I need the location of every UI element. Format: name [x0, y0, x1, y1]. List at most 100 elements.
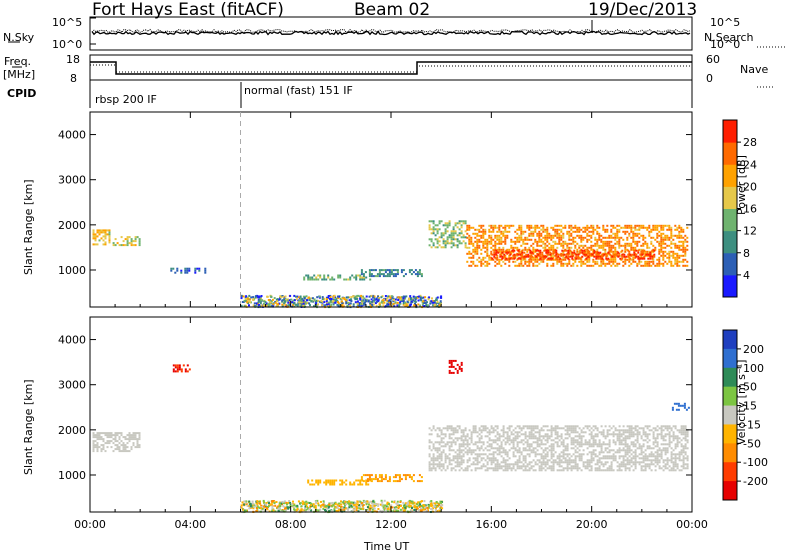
velocity-echo-cell — [592, 441, 595, 444]
velocity-echo-cell — [136, 440, 139, 443]
velocity-echo-cell — [610, 457, 613, 460]
velocity-echo-cell — [682, 459, 685, 462]
power-echo-cell — [588, 234, 591, 237]
velocity-echo-cell — [596, 461, 599, 464]
velocity-echo-cell — [654, 429, 657, 432]
velocity-echo-cell — [568, 435, 571, 438]
velocity-echo-cell — [544, 463, 547, 466]
power-echo-cell — [468, 242, 471, 245]
power-echo-cell — [634, 224, 637, 227]
velocity-echo-cell — [634, 425, 637, 428]
velocity-echo-cell — [618, 447, 621, 450]
power-echo-cell — [598, 244, 601, 247]
power-echo-cell — [98, 233, 101, 236]
power-echo-cell — [104, 237, 107, 240]
velocity-echo-cell — [608, 429, 611, 432]
power-echo-cell — [593, 255, 596, 258]
velocity-echo-cell — [554, 451, 557, 454]
velocity-echo-cell — [102, 432, 105, 435]
power-colorbar-segment — [723, 164, 737, 187]
velocity-speckle-cell — [439, 500, 442, 503]
velocity-echo-cell — [518, 465, 521, 468]
velocity-echo-cell — [624, 469, 627, 472]
velocity-echo-cell — [534, 441, 537, 444]
velocity-echo-cell — [124, 450, 127, 453]
velocity-speckle-cell — [277, 505, 280, 508]
power-echo-cell — [516, 246, 519, 249]
velocity-echo-cell — [636, 441, 639, 444]
velocity-echo-cell — [566, 429, 569, 432]
power-echo-cell — [680, 260, 683, 263]
velocity-echo-cell — [365, 483, 368, 486]
power-echo-cell — [612, 256, 615, 259]
power-echo-cell — [560, 234, 563, 237]
power-speckle-cell — [258, 298, 261, 301]
velocity-echo-cell — [480, 437, 483, 440]
power-echo-cell — [568, 226, 571, 229]
velocity-speckle-cell — [297, 500, 300, 503]
velocity-echo-cell — [480, 459, 483, 462]
power-echo-cell — [562, 254, 565, 257]
power-echo-cell — [662, 236, 665, 239]
power-echo-cell — [576, 264, 579, 267]
velocity-echo-cell — [450, 427, 453, 430]
velocity-echo-cell — [590, 445, 593, 448]
velocity-echo-cell — [606, 461, 609, 464]
velocity-echo-cell — [428, 465, 431, 468]
power-echo-cell — [500, 224, 503, 227]
velocity-echo-cell — [333, 479, 336, 482]
power-echo-cell — [196, 267, 199, 270]
power-echo-cell — [476, 258, 479, 261]
power-speckle-cell — [283, 300, 286, 303]
power-echo-cell — [450, 232, 453, 235]
power-echo-cell — [628, 224, 631, 227]
velocity-echo-cell — [460, 369, 463, 372]
velocity-echo-cell — [530, 465, 533, 468]
power-echo-cell — [490, 236, 493, 239]
power-echo-cell — [184, 269, 187, 272]
power-echo-cell — [542, 240, 545, 243]
power-echo-cell — [521, 249, 524, 252]
power-echo-cell — [654, 228, 657, 231]
power-echo-cell — [494, 246, 497, 249]
velocity-echo-cell — [462, 441, 465, 444]
velocity-echo-cell — [448, 459, 451, 462]
power-echo-cell — [582, 226, 585, 229]
velocity-speckle-cell — [271, 507, 274, 510]
velocity-echo-cell — [464, 437, 467, 440]
power-echo-cell — [472, 248, 475, 251]
power-echo-cell — [497, 251, 500, 254]
velocity-echo-cell — [522, 447, 525, 450]
velocity-echo-cell — [606, 451, 609, 454]
velocity-echo-cell — [650, 455, 653, 458]
power-echo-cell — [672, 252, 675, 255]
power-echo-cell — [568, 236, 571, 239]
velocity-echo-cell — [138, 444, 141, 447]
velocity-echo-cell — [102, 440, 105, 443]
power-echo-cell — [560, 244, 563, 247]
power-echo-cell — [532, 264, 535, 267]
velocity-echo-cell — [564, 467, 567, 470]
velocity-echo-cell — [656, 451, 659, 454]
velocity-echo-cell — [446, 427, 449, 430]
velocity-echo-cell — [444, 461, 447, 464]
power-echo-cell — [374, 275, 377, 278]
velocity-echo-cell — [480, 429, 483, 432]
power-echo-cell — [676, 226, 679, 229]
cpid-label: CPID — [7, 87, 37, 100]
velocity-echo-cell — [516, 451, 519, 454]
velocity-echo-cell — [502, 433, 505, 436]
velocity-echo-cell — [524, 469, 527, 472]
power-echo-cell — [402, 275, 405, 278]
velocity-echo-cell — [114, 438, 117, 441]
velocity-echo-cell — [492, 439, 495, 442]
velocity-speckle-cell — [393, 500, 396, 503]
velocity-echo-cell — [550, 451, 553, 454]
velocity-echo-cell — [490, 443, 493, 446]
velocity-echo-cell — [576, 467, 579, 470]
velocity-echo-cell — [646, 459, 649, 462]
velocity-echo-cell — [634, 449, 637, 452]
power-echo-cell — [464, 246, 467, 249]
power-echo-cell — [617, 255, 620, 258]
power-echo-cell — [640, 244, 643, 247]
